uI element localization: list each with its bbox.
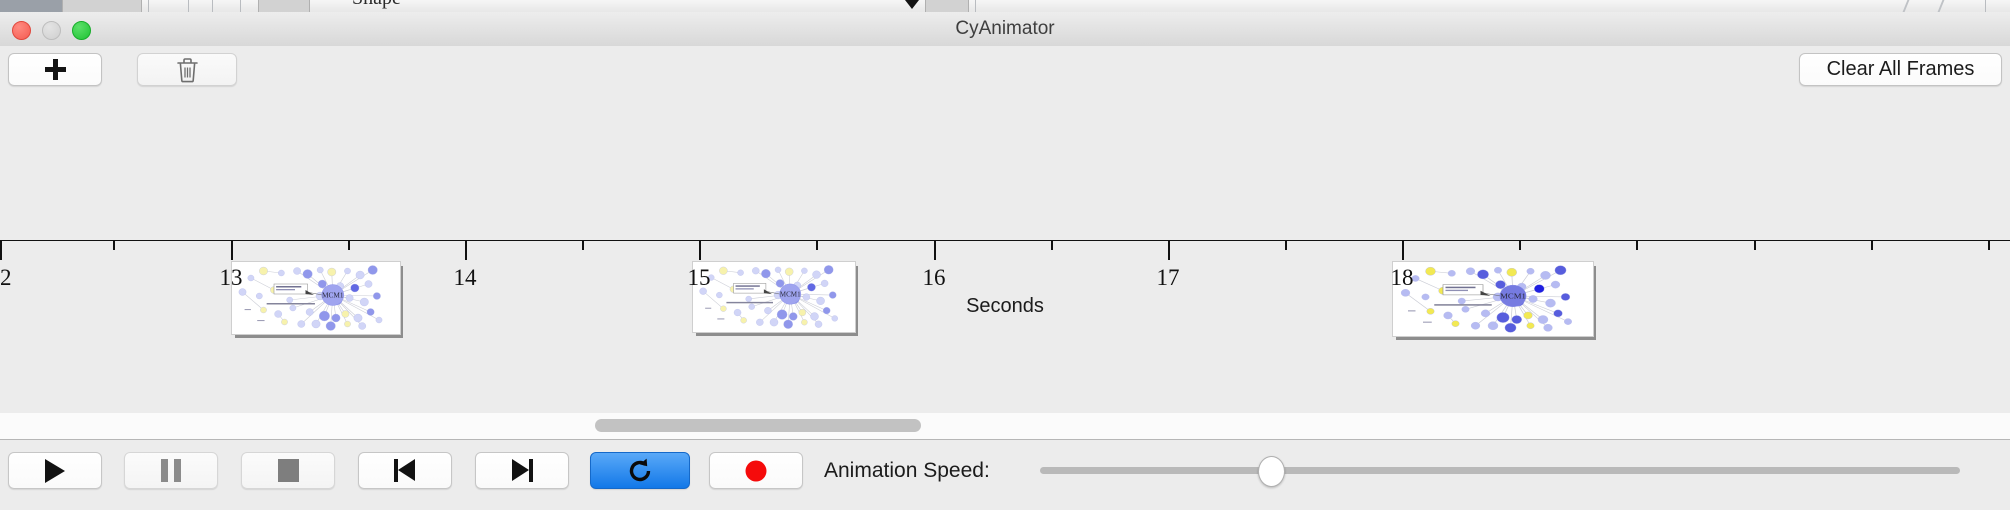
ruler-tick-minor <box>1754 241 1756 250</box>
background-window-strip: Shape <box>0 0 2010 12</box>
frame-thumbnail[interactable]: MCM1 <box>692 261 856 333</box>
minimize-button[interactable] <box>42 21 61 40</box>
timeline-scrollbar-thumb[interactable] <box>594 419 921 432</box>
ruler-tick-major <box>1402 241 1404 260</box>
ruler-tick-minor <box>1636 241 1638 250</box>
window-controls <box>12 21 91 40</box>
ruler-tick-minor <box>1285 241 1287 250</box>
svg-text:MCM1: MCM1 <box>1500 292 1526 300</box>
timeline-scrollbar[interactable] <box>0 413 2010 440</box>
ruler-tick-major <box>934 241 936 260</box>
slider-thumb[interactable] <box>1258 456 1285 487</box>
ruler-tick-minor <box>816 241 818 250</box>
trash-icon <box>176 57 198 82</box>
clear-all-frames-button[interactable]: Clear All Frames <box>1799 53 2002 86</box>
ruler-tick-minor <box>1871 241 1873 250</box>
ruler-tick-major <box>699 241 701 260</box>
axis-title: Seconds <box>966 295 1044 317</box>
add-frame-button[interactable] <box>8 53 102 86</box>
skip-start-button[interactable] <box>358 452 452 489</box>
timeline-frame[interactable]: MCM1 <box>1392 261 1596 340</box>
skip-end-button[interactable] <box>475 452 569 489</box>
timeline-ruler <box>0 240 2010 241</box>
ruler-tick-minor <box>348 241 350 250</box>
skip-end-icon <box>511 459 533 482</box>
maximize-button[interactable] <box>72 21 91 40</box>
ruler-label: 16 <box>922 265 946 290</box>
ruler-tick-minor <box>1988 241 1990 250</box>
ruler-tick-major <box>0 241 2 260</box>
play-icon <box>45 458 65 483</box>
timeline-frame[interactable]: MCM1 <box>692 261 858 336</box>
animation-speed-slider[interactable] <box>1040 452 1960 489</box>
slider-track[interactable] <box>1040 467 1960 474</box>
record-icon <box>745 460 767 481</box>
ruler-label: 18 <box>1390 265 1414 290</box>
record-button[interactable] <box>709 452 803 489</box>
title-bar: CyAnimator <box>0 12 2010 47</box>
play-button[interactable] <box>8 452 102 489</box>
ruler-label: 17 <box>1156 265 1180 290</box>
playback-bar: Animation Speed: <box>0 440 2010 510</box>
ruler-tick-minor <box>582 241 584 250</box>
frame-thumbnail[interactable]: MCM1 <box>231 261 401 335</box>
window-title: CyAnimator <box>955 18 1055 39</box>
close-button[interactable] <box>12 21 31 40</box>
ruler-label: 15 <box>687 265 711 290</box>
delete-frame-button[interactable] <box>137 53 237 86</box>
ruler-label: 13 <box>219 265 243 290</box>
loop-icon <box>629 458 651 481</box>
pause-icon <box>161 459 181 482</box>
background-shape-label: Shape <box>352 0 401 10</box>
ruler-tick-major <box>1168 241 1170 260</box>
ruler-tick-major <box>465 241 467 260</box>
clear-all-frames-label: Clear All Frames <box>1826 58 1975 80</box>
ruler-label: 12 <box>0 265 12 290</box>
svg-text:MCM1: MCM1 <box>780 291 801 299</box>
timeline-panel[interactable]: MCM1 MCM1 <box>0 93 2010 414</box>
toolbar: Clear All Frames <box>0 46 2010 94</box>
ruler-tick-minor <box>1051 241 1053 250</box>
loop-button[interactable] <box>590 452 690 489</box>
ruler-tick-major <box>231 241 233 260</box>
timeline-frame[interactable]: MCM1 <box>231 261 403 338</box>
stop-icon <box>277 459 299 482</box>
ruler-tick-minor <box>113 241 115 250</box>
ruler-tick-minor <box>1519 241 1521 250</box>
svg-text:MCM1: MCM1 <box>322 292 344 300</box>
plus-icon <box>44 59 66 80</box>
ruler-label: 14 <box>453 265 477 290</box>
pause-button[interactable] <box>124 452 218 489</box>
background-caret-icon <box>905 0 919 9</box>
stop-button[interactable] <box>241 452 335 489</box>
animation-speed-label: Animation Speed: <box>824 459 990 482</box>
frame-thumbnail[interactable]: MCM1 <box>1392 261 1594 337</box>
skip-start-icon <box>394 459 416 482</box>
